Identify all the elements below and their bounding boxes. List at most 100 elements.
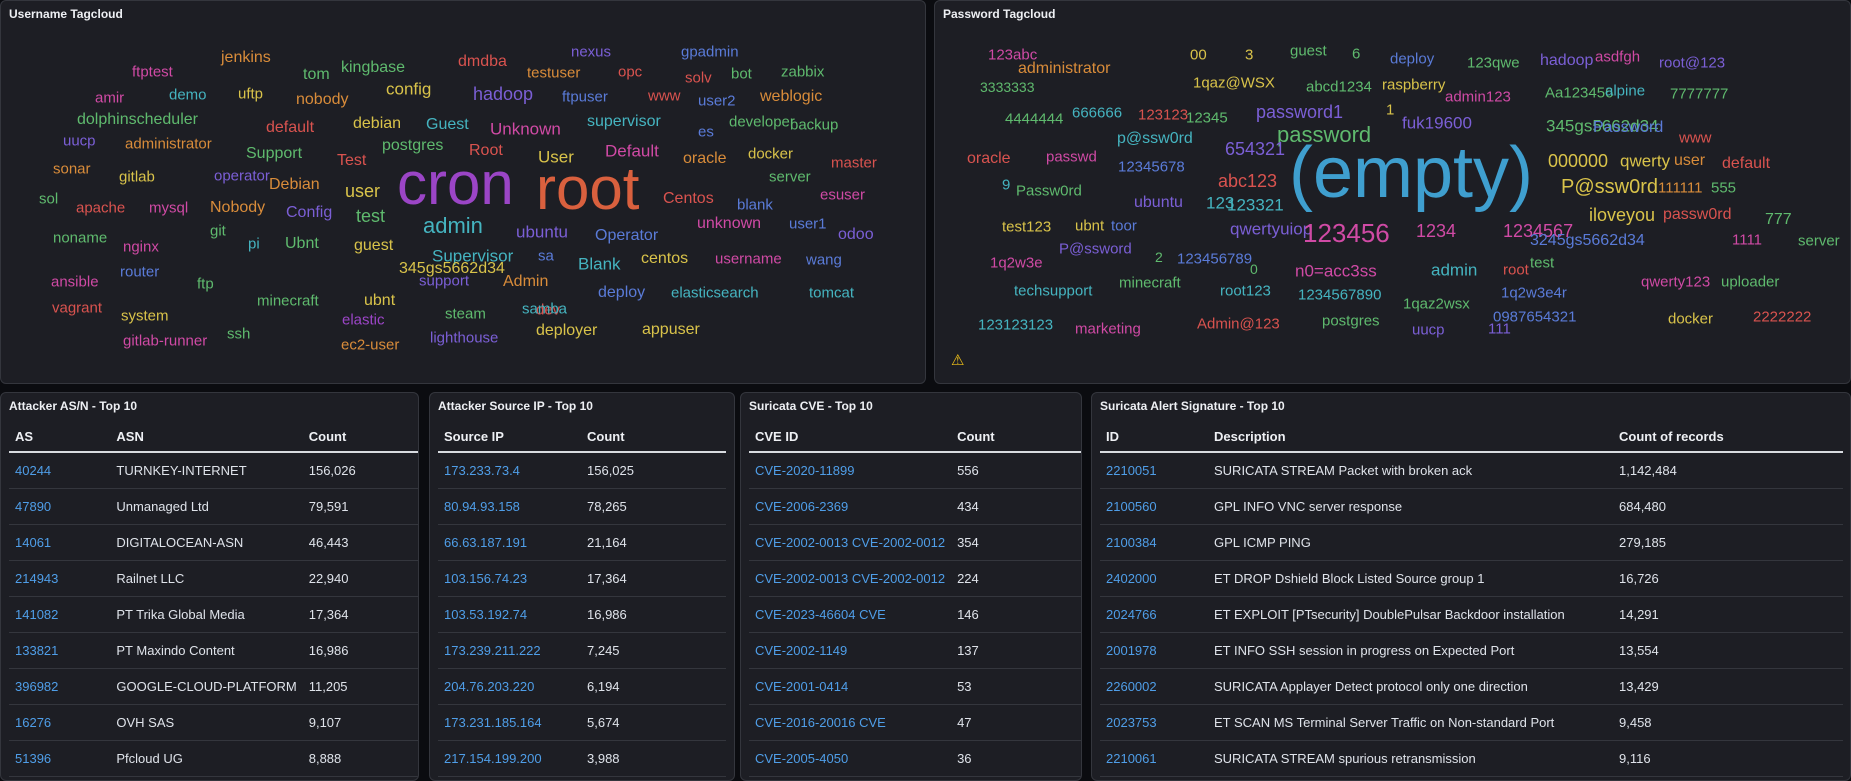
password-word-777[interactable]: 777: [1765, 211, 1792, 228]
filter-link[interactable]: 173.239.211.222: [438, 632, 581, 669]
username-word-supervisor[interactable]: supervisor: [587, 113, 661, 130]
password-word-passwd[interactable]: passwd: [1046, 148, 1097, 166]
filter-link[interactable]: 103.53.192.74: [438, 596, 581, 633]
column-header-id[interactable]: ID: [1100, 421, 1208, 453]
username-word-blank[interactable]: blank: [737, 196, 773, 214]
username-word-demo[interactable]: demo: [169, 86, 207, 104]
username-word-support[interactable]: Support: [246, 145, 303, 162]
password-word-fuk19600[interactable]: fuk19600: [1402, 113, 1472, 133]
username-word-centos[interactable]: centos: [641, 250, 689, 267]
filter-link[interactable]: 2100560: [1100, 488, 1208, 525]
username-word-administrator[interactable]: administrator: [125, 135, 212, 153]
username-word-username[interactable]: username: [715, 250, 782, 268]
username-word-user1[interactable]: user1: [789, 215, 827, 233]
username-word-sonar[interactable]: sonar: [53, 160, 91, 178]
username-word-git[interactable]: git: [210, 222, 226, 240]
filter-link[interactable]: 2210051: [1100, 452, 1208, 489]
username-word-admin[interactable]: Admin: [503, 273, 549, 290]
password-word-admin123[interactable]: admin123: [1445, 88, 1511, 106]
username-word-debian[interactable]: debian: [353, 115, 402, 132]
password-word-default[interactable]: default: [1722, 155, 1771, 172]
filter-link[interactable]: CVE-2001-0414: [749, 668, 952, 705]
username-word-default[interactable]: Default: [605, 141, 659, 161]
username-word-ftpuser[interactable]: ftpuser: [562, 88, 608, 106]
password-word-111[interactable]: 111: [1488, 320, 1511, 338]
column-header-as[interactable]: AS: [9, 421, 111, 453]
password-word-techsupport[interactable]: techsupport: [1014, 282, 1093, 300]
username-word-support[interactable]: support: [419, 272, 470, 290]
password-word-123321[interactable]: 123321: [1227, 195, 1284, 215]
username-word-bot[interactable]: bot: [731, 65, 752, 83]
filter-link[interactable]: CVE-2020-11899: [749, 452, 952, 489]
password-word-ubnt[interactable]: ubnt: [1075, 217, 1105, 235]
password-word-password[interactable]: Password: [1593, 119, 1664, 136]
password-word-1q2w3e4r[interactable]: 1q2w3e4r: [1501, 284, 1567, 302]
username-word-uftp[interactable]: uftp: [238, 85, 264, 103]
filter-link[interactable]: 47890: [9, 488, 111, 525]
username-word-hadoop[interactable]: hadoop: [473, 84, 534, 104]
username-word-test[interactable]: Test: [337, 152, 367, 169]
warning-icon[interactable]: ⚠: [951, 352, 965, 369]
filter-link[interactable]: CVE-2023-46604 CVE: [749, 596, 952, 633]
password-word-server[interactable]: server: [1798, 232, 1840, 250]
password-word-ubuntu[interactable]: ubuntu: [1134, 194, 1183, 211]
password-word-oracle[interactable]: oracle: [967, 150, 1011, 167]
username-word-ec2-user[interactable]: ec2-user: [341, 336, 400, 354]
password-word-123abc[interactable]: 123abc: [988, 46, 1038, 64]
username-word-amir[interactable]: amir: [95, 89, 125, 107]
password-word-passw0rd[interactable]: Passw0rd: [1016, 182, 1082, 200]
password-word-111111[interactable]: 111111: [1658, 179, 1703, 197]
username-word-user[interactable]: user: [345, 181, 381, 201]
username-word-opc[interactable]: opc: [618, 63, 643, 81]
username-word-pi[interactable]: pi: [248, 235, 260, 253]
password-word-00[interactable]: 00: [1190, 46, 1207, 64]
username-word-elasticsearch[interactable]: elasticsearch: [671, 284, 759, 302]
password-word-guest[interactable]: guest: [1290, 42, 1327, 60]
username-word-oracle[interactable]: oracle: [683, 150, 727, 167]
username-word-tomcat[interactable]: tomcat: [809, 284, 855, 302]
password-word-000000[interactable]: 000000: [1548, 151, 1609, 171]
username-word-odoo[interactable]: odoo: [838, 226, 874, 243]
username-word-blank[interactable]: Blank: [578, 254, 621, 274]
filter-link[interactable]: 214943: [9, 560, 111, 597]
password-word-uploader[interactable]: uploader: [1721, 273, 1780, 291]
username-word-dmdba[interactable]: dmdba: [458, 53, 507, 70]
username-word-es[interactable]: es: [698, 123, 714, 141]
username-word-nobody[interactable]: Nobody: [210, 199, 266, 216]
username-word-gitlab-runner[interactable]: gitlab-runner: [123, 332, 208, 350]
password-word-6[interactable]: 6: [1352, 45, 1361, 63]
filter-link[interactable]: 51396: [9, 740, 111, 777]
username-word-sa[interactable]: sa: [538, 247, 554, 265]
password-word-345gs5662d34[interactable]: 345gs5662d34: [1546, 116, 1659, 136]
password-word-1234567890[interactable]: 1234567890: [1298, 286, 1382, 304]
username-word-backup[interactable]: backup: [790, 116, 839, 134]
filter-link[interactable]: 16276: [9, 704, 111, 741]
password-word-1234[interactable]: 1234: [1416, 221, 1457, 241]
password-word-www[interactable]: www: [1679, 129, 1712, 147]
column-header-count-of-records[interactable]: Count of records: [1613, 421, 1843, 453]
username-word-ansible[interactable]: ansible: [51, 273, 99, 291]
password-word-alpine[interactable]: alpine: [1605, 82, 1646, 100]
username-word-server[interactable]: server: [769, 168, 811, 186]
username-word-unknown[interactable]: unknown: [697, 215, 762, 232]
username-word-supervisor[interactable]: Supervisor: [432, 246, 514, 266]
username-word-nobody[interactable]: nobody: [296, 91, 349, 108]
username-word-ubuntu[interactable]: ubuntu: [516, 222, 568, 242]
username-word-jenkins[interactable]: jenkins: [221, 49, 271, 66]
password-word-0[interactable]: 0: [1250, 261, 1258, 277]
username-word-postgres[interactable]: postgres: [382, 137, 444, 154]
column-header-asn[interactable]: ASN: [110, 421, 303, 453]
password-word-iloveyou[interactable]: iloveyou: [1589, 205, 1656, 225]
password-word-password[interactable]: password: [1277, 122, 1372, 147]
column-header-source-ip[interactable]: Source IP: [438, 421, 581, 453]
username-word-zabbix[interactable]: zabbix: [781, 63, 825, 81]
password-word-empty[interactable]: (empty): [1289, 133, 1534, 213]
password-word-minecraft[interactable]: minecraft: [1119, 274, 1181, 292]
username-word-nexus[interactable]: nexus: [571, 43, 612, 61]
filter-link[interactable]: 80.94.93.158: [438, 488, 581, 525]
password-word-root123[interactable]: root123: [1220, 282, 1271, 300]
username-word-dolphinscheduler[interactable]: dolphinscheduler: [77, 111, 198, 128]
username-word-operator[interactable]: Operator: [595, 227, 659, 244]
password-word-password1[interactable]: password1: [1256, 102, 1344, 122]
column-header-description[interactable]: Description: [1208, 421, 1613, 453]
